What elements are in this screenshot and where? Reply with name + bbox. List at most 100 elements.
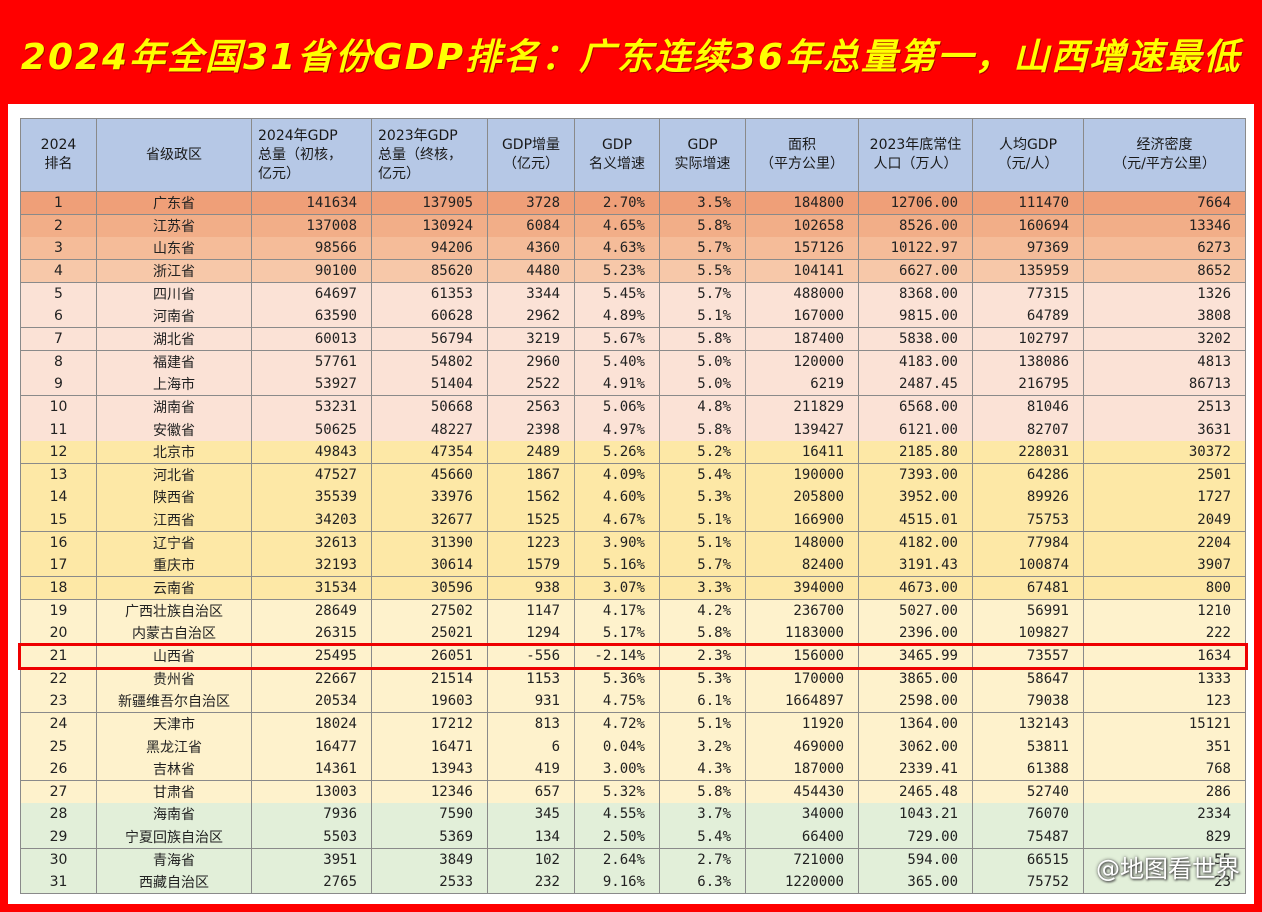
value-cell: 28649	[252, 599, 372, 623]
value-cell: 32613	[252, 531, 372, 555]
value-cell: 4515.01	[859, 509, 973, 533]
province-cell: 山东省	[97, 237, 252, 261]
rank-cell: 30	[21, 848, 97, 872]
value-cell: 109827	[973, 622, 1084, 646]
value-cell: 3191.43	[859, 554, 973, 578]
value-cell: 26315	[252, 622, 372, 646]
value-cell: -556	[488, 644, 575, 669]
value-cell: 3808	[1084, 305, 1246, 329]
header-cell: 2023年底常住 人口（万人）	[859, 119, 973, 192]
value-cell: 187000	[746, 758, 859, 782]
value-cell: 4182.00	[859, 531, 973, 555]
value-cell: 4673.00	[859, 576, 973, 601]
rank-cell: 6	[21, 305, 97, 329]
rank-cell: 22	[21, 667, 97, 691]
value-cell: 3.00%	[575, 758, 660, 782]
value-cell: 5.1%	[660, 509, 746, 533]
value-cell: 8652	[1084, 259, 1246, 284]
value-cell: 56794	[372, 327, 488, 351]
value-cell: 160694	[973, 214, 1084, 238]
value-cell: 52740	[973, 780, 1084, 804]
value-cell: 1294	[488, 622, 575, 646]
value-cell: 1153	[488, 667, 575, 691]
value-cell: 67481	[973, 576, 1084, 601]
value-cell: 16471	[372, 735, 488, 759]
header-text: 2024年GDP	[258, 127, 338, 144]
value-cell: 18024	[252, 712, 372, 736]
rank-cell: 15	[21, 509, 97, 533]
value-cell: 14361	[252, 758, 372, 782]
rank-cell: 23	[21, 690, 97, 714]
value-cell: 2204	[1084, 531, 1246, 555]
value-cell: 94206	[372, 237, 488, 261]
value-cell: 228031	[973, 441, 1084, 465]
value-cell: 4.2%	[660, 599, 746, 623]
value-cell: 1223	[488, 531, 575, 555]
value-cell: 6273	[1084, 237, 1246, 261]
rank-cell: 20	[21, 622, 97, 646]
value-cell: 2563	[488, 395, 575, 419]
rank-cell: 18	[21, 576, 97, 601]
value-cell: 5.36%	[575, 667, 660, 691]
value-cell: 1043.21	[859, 803, 973, 827]
value-cell: 5.3%	[660, 486, 746, 510]
value-cell: 49843	[252, 441, 372, 465]
value-cell: 2185.80	[859, 441, 973, 465]
value-cell: 5.40%	[575, 350, 660, 374]
value-cell: 800	[1084, 576, 1246, 601]
rank-cell: 17	[21, 554, 97, 578]
value-cell: 6627.00	[859, 259, 973, 284]
rank-cell: 19	[21, 599, 97, 623]
value-cell: 64697	[252, 282, 372, 306]
value-cell: 2334	[1084, 803, 1246, 827]
header-cell: 面积 （平方公里）	[746, 119, 859, 192]
value-cell: 2960	[488, 350, 575, 374]
value-cell: 102658	[746, 214, 859, 238]
province-cell: 西藏自治区	[97, 871, 252, 895]
value-cell: 2489	[488, 441, 575, 465]
province-cell: 北京市	[97, 441, 252, 465]
province-cell: 云南省	[97, 576, 252, 601]
value-cell: 3728	[488, 192, 575, 216]
value-cell: 222	[1084, 622, 1246, 646]
rank-cell: 31	[21, 871, 97, 895]
value-cell: 5.32%	[575, 780, 660, 804]
value-cell: 100874	[973, 554, 1084, 578]
value-cell: 7393.00	[859, 463, 973, 487]
header-text: 亿元）	[258, 165, 300, 182]
value-cell: 7590	[372, 803, 488, 827]
value-cell: 75752	[973, 871, 1084, 895]
value-cell: 768	[1084, 758, 1246, 782]
province-cell: 新疆维吾尔自治区	[97, 690, 252, 714]
value-cell: 53927	[252, 373, 372, 397]
value-cell: 30614	[372, 554, 488, 578]
value-cell: 5.7%	[660, 237, 746, 261]
rank-cell: 5	[21, 282, 97, 306]
value-cell: 170000	[746, 667, 859, 691]
value-cell: 30372	[1084, 441, 1246, 465]
value-cell: 157126	[746, 237, 859, 261]
value-cell: 53811	[973, 735, 1084, 759]
value-cell: 120000	[746, 350, 859, 374]
value-cell: 104141	[746, 259, 859, 284]
province-cell: 河北省	[97, 463, 252, 487]
value-cell: 2962	[488, 305, 575, 329]
value-cell: 286	[1084, 780, 1246, 804]
value-cell: 1147	[488, 599, 575, 623]
value-cell: 931	[488, 690, 575, 714]
value-cell: 32193	[252, 554, 372, 578]
value-cell: 2513	[1084, 395, 1246, 419]
value-cell: 1664897	[746, 690, 859, 714]
value-cell: 138086	[973, 350, 1084, 374]
header-text: 排名	[44, 156, 73, 172]
value-cell: 938	[488, 576, 575, 601]
rank-cell: 29	[21, 826, 97, 850]
value-cell: 58647	[973, 667, 1084, 691]
value-cell: 1634	[1084, 644, 1246, 669]
rank-cell: 2	[21, 214, 97, 238]
value-cell: 10122.97	[859, 237, 973, 261]
header-text: 面积	[788, 137, 816, 153]
header-cell: 省级政区	[97, 119, 252, 192]
rank-cell: 1	[21, 192, 97, 216]
value-cell: 187400	[746, 327, 859, 351]
